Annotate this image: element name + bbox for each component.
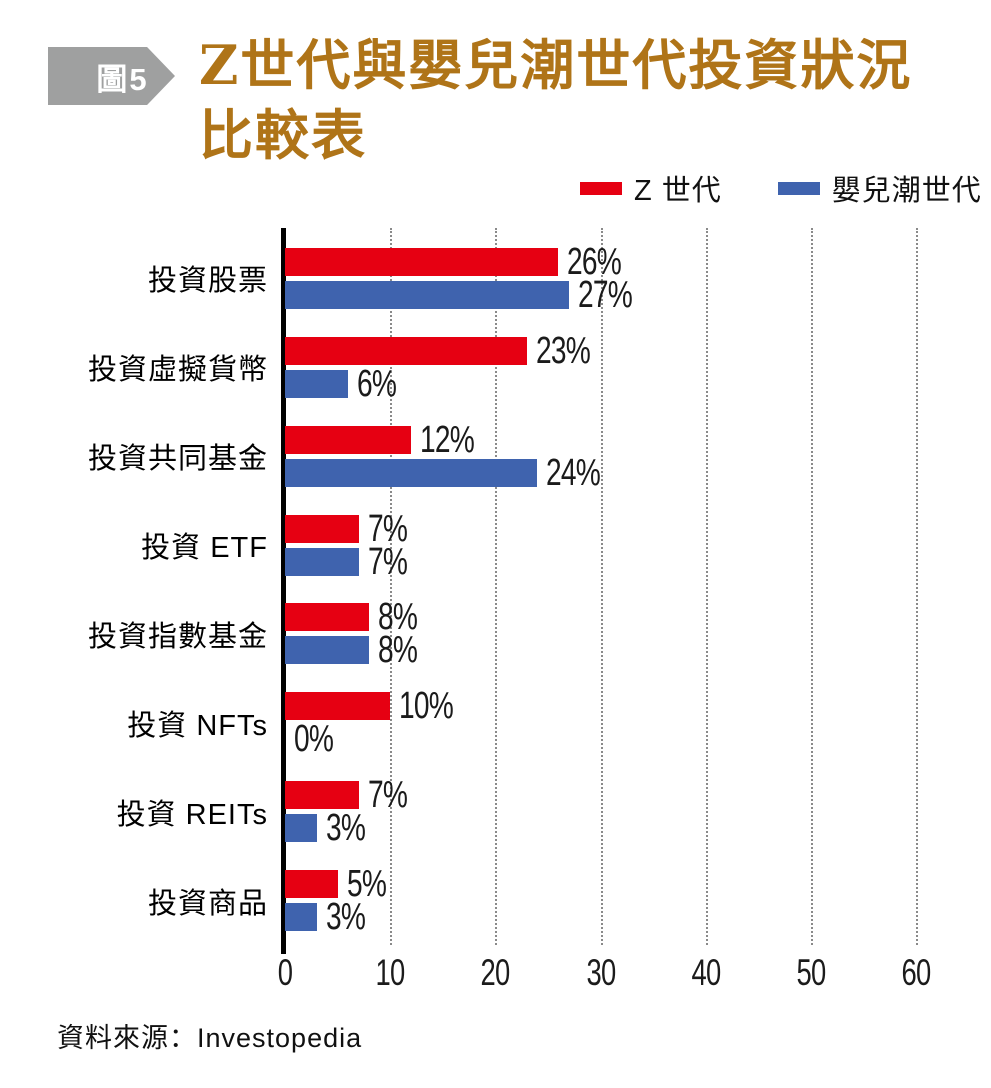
bar-group: 7% 3% (285, 767, 916, 856)
bar-boomer (285, 636, 370, 665)
plot-area (281, 228, 918, 954)
bar-line: 12% (285, 418, 916, 461)
figure-number-badge: 圖5 (48, 47, 175, 105)
bar-line: 3% (285, 807, 916, 850)
category-label: 投資 REITs (116, 798, 268, 831)
value-label: 5% (346, 863, 387, 906)
figure-number-label: 圖5 (96, 61, 149, 97)
bar-line: 6% (285, 362, 916, 405)
value-label: 7% (367, 540, 408, 583)
bar-boomer (285, 903, 317, 932)
bar-line: 5% (285, 863, 916, 906)
chart-title: Z世代與嬰兒潮世代投資狀況 比較表 (199, 30, 979, 170)
value-label: 3% (325, 896, 366, 939)
category-label: 投資虛擬貨幣 (87, 354, 268, 387)
bar-genz (285, 870, 338, 899)
x-tick-label: 0 (277, 952, 293, 993)
value-label: 23% (535, 329, 591, 372)
legend: Z 世代 嬰兒潮世代 (580, 167, 982, 209)
category-label: 投資股票 (147, 265, 268, 298)
legend-item-1: 嬰兒潮世代 (777, 167, 982, 209)
value-label: 8% (378, 596, 418, 639)
value-label: 26% (567, 240, 622, 283)
value-label: 7% (367, 774, 408, 817)
bar-line: 8% (285, 629, 916, 672)
value-label: 12% (420, 418, 475, 461)
y-axis-line (281, 228, 286, 954)
legend-label: 嬰兒潮世代 (831, 175, 982, 207)
bar-line: 0% (285, 718, 916, 761)
gridline-60 (916, 228, 918, 945)
gridline-20 (495, 228, 498, 945)
bar-line: 7% (285, 540, 916, 583)
x-tick-label: 20 (480, 952, 511, 993)
chart-title-line1: Z世代與嬰兒潮世代投資狀況 (199, 33, 913, 97)
value-label: 3% (325, 807, 366, 850)
bar-rows: 26% 27% 23% 6% 12% 24% 7% 7% 8% 8% 10% 0% 7% 3% 5% 3% (285, 234, 916, 945)
x-tick-label: 60 (901, 952, 932, 993)
bar-genz (285, 425, 412, 454)
bar-genz (285, 692, 391, 721)
bar-line: 7% (285, 774, 916, 817)
value-label: 10% (399, 685, 454, 728)
bar-boomer (285, 814, 317, 843)
value-label: 7% (367, 507, 408, 550)
bar-group: 7% 7% (285, 501, 916, 590)
x-tick-label: 30 (586, 952, 616, 993)
gridline-50 (810, 228, 813, 945)
bar-genz (285, 247, 559, 276)
bar-genz (285, 781, 359, 810)
legend-item-0: Z 世代 (580, 167, 722, 209)
category-label: 投資指數基金 (87, 620, 268, 653)
x-axis-ticks: 0 10 20 30 40 50 60 (278, 952, 931, 994)
bar-line: 10% (285, 685, 916, 728)
bar-group: 10% 0% (285, 678, 916, 767)
bar-line: 8% (285, 596, 916, 639)
legend-swatch-icon (777, 181, 820, 195)
legend-swatch-icon (580, 181, 622, 195)
value-label: 8% (378, 629, 418, 672)
bar-line: 7% (285, 507, 916, 550)
bar-line: 27% (285, 273, 916, 316)
bar-group: 5% 3% (285, 856, 916, 945)
x-tick-label: 40 (691, 952, 721, 993)
bar-line: 24% (285, 451, 916, 494)
bar-group: 23% 6% (285, 323, 916, 412)
legend-label: Z 世代 (634, 175, 722, 207)
bar-boomer (285, 458, 538, 487)
bar-genz (285, 514, 359, 543)
chart-title-line2: 比較表 (199, 103, 367, 167)
gridline-10 (390, 228, 393, 945)
bar-line: 3% (285, 896, 916, 939)
bar-line: 26% (285, 240, 916, 283)
bar-group: 12% 24% (285, 412, 916, 501)
bar-boomer (285, 280, 569, 309)
bar-boomer (285, 369, 349, 398)
value-label: 0% (294, 718, 334, 761)
category-label: 投資共同基金 (87, 443, 268, 476)
category-label: 投資商品 (147, 887, 268, 920)
bar-genz (285, 336, 527, 365)
gridline-30 (600, 228, 603, 945)
x-tick-label: 50 (796, 952, 826, 993)
bar-group: 8% 8% (285, 590, 916, 679)
category-label: 投資 ETF (141, 532, 268, 565)
bar-genz (285, 603, 370, 632)
bar-line: 23% (285, 329, 916, 372)
category-label: 投資 NFTs (127, 709, 268, 742)
value-label: 6% (357, 362, 397, 405)
value-label: 24% (546, 451, 601, 494)
bar-group: 26% 27% (285, 234, 916, 323)
source-note: 資料來源：Investopedia (57, 1023, 363, 1053)
value-label: 27% (577, 273, 633, 316)
bar-boomer (285, 547, 359, 576)
gridline-40 (705, 228, 708, 945)
category-axis: 投資股票投資虛擬貨幣 投資共同基金投資 ETF 投資指數基金投資 NFTs 投資 RE… (0, 234, 268, 945)
x-tick-label: 10 (375, 952, 406, 993)
